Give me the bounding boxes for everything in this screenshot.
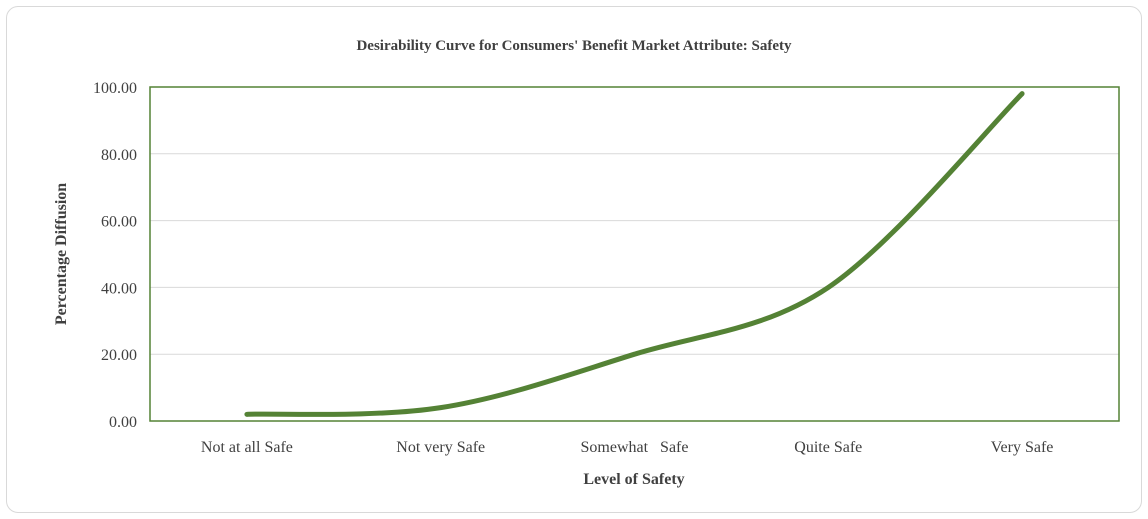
y-tick-label: 60.00 (101, 214, 137, 231)
chart-title: Desirability Curve for Consumers' Benefi… (356, 38, 792, 54)
x-tick-label: Very Safe (991, 439, 1054, 456)
plot-area-border (149, 86, 1120, 422)
y-tick-label: 20.00 (101, 347, 137, 364)
y-tick-label: 40.00 (101, 280, 137, 297)
x-tick-label: Not at all Safe (201, 439, 293, 456)
x-axis-ticks: Not at all Safe Not very Safe Somewhat Saf… (201, 439, 1054, 456)
series-line (244, 91, 1025, 417)
x-tick-label: Somewhat Safe (581, 439, 689, 456)
y-tick-label: 100.00 (93, 80, 137, 97)
x-tick-label: Quite Safe (794, 439, 862, 456)
y-axis-label: Percentage Diffusion (53, 183, 70, 325)
x-tick-label: Not very Safe (396, 439, 485, 456)
y-tick-label: 0.00 (109, 414, 137, 431)
grid-lines (150, 153, 1119, 355)
chart-frame (6, 6, 1142, 513)
y-axis-ticks: 0.00 20.00 40.00 60.00 80.00 100.00 (93, 80, 137, 431)
x-axis-label: Level of Safety (583, 471, 684, 488)
y-tick-label: 80.00 (101, 147, 137, 164)
